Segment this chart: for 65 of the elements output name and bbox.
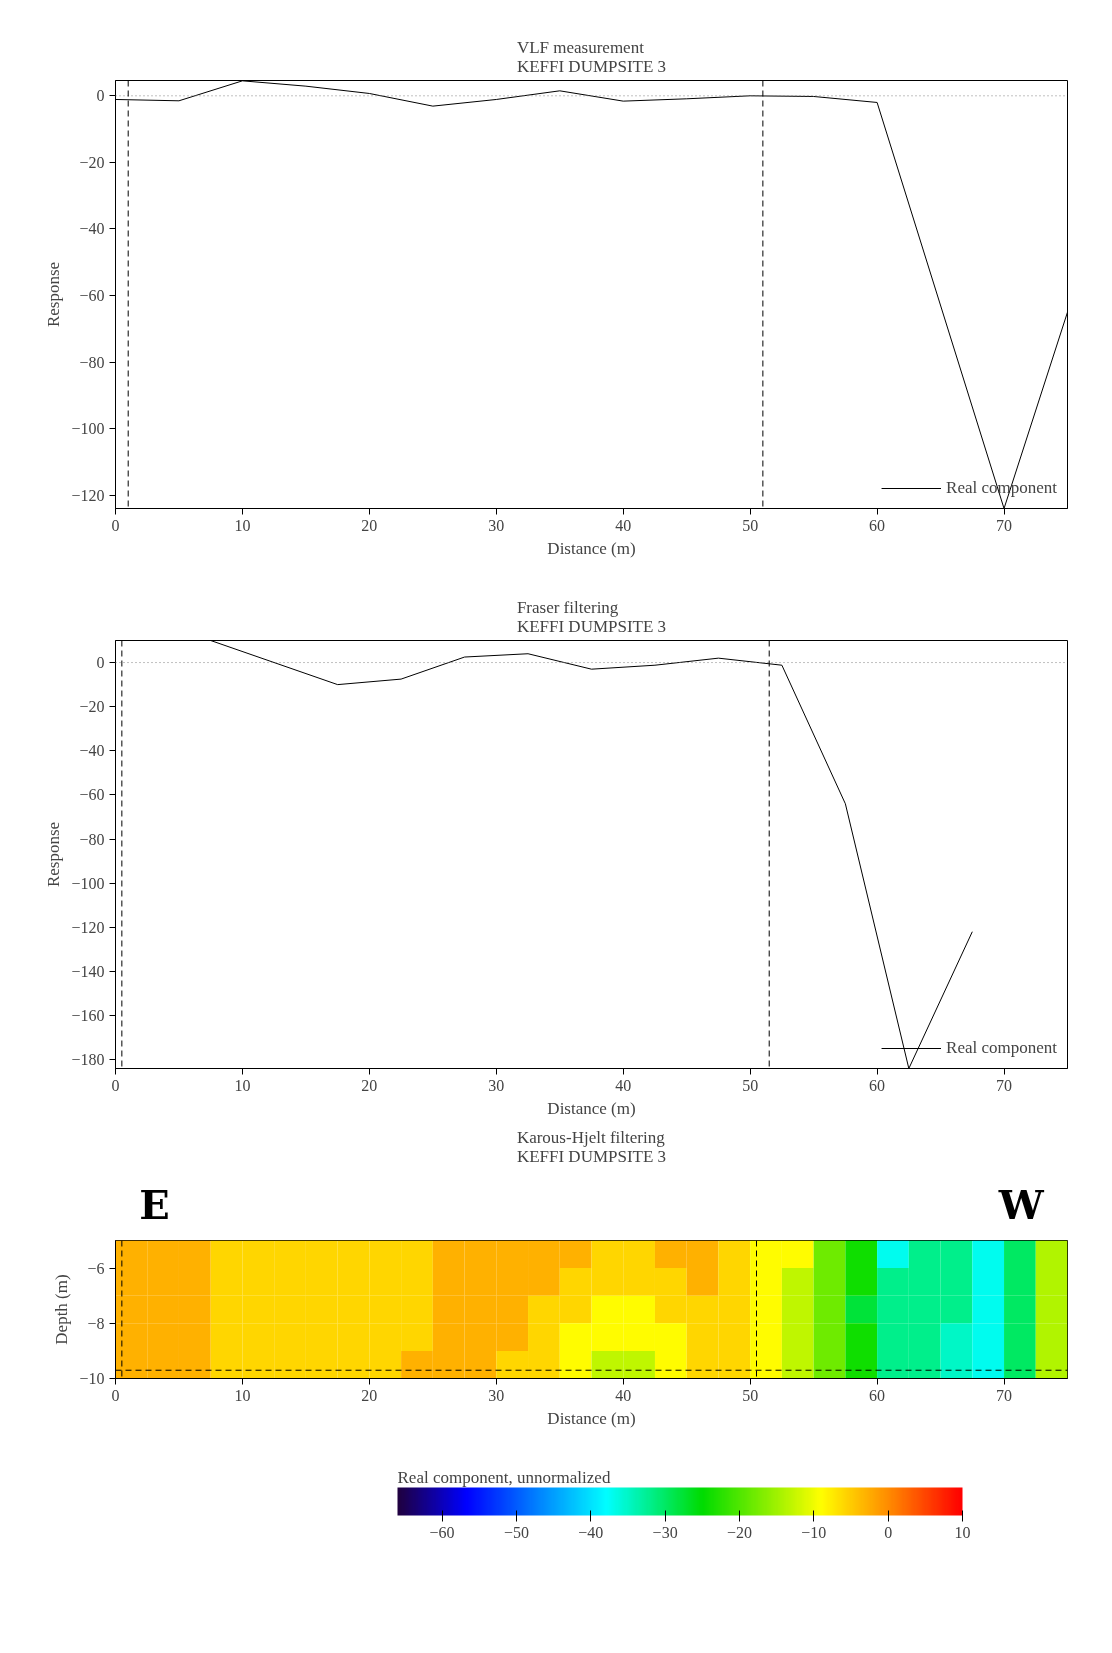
x-tick-label: 60 <box>869 1076 886 1094</box>
x-tick-label: 40 <box>615 1076 632 1094</box>
y-axis-title: Response <box>44 261 64 328</box>
y-tick-label: −40 <box>79 220 105 238</box>
x-tick-label: 20 <box>361 1386 378 1404</box>
color-bar-label: −10 <box>801 1523 827 1541</box>
y-tick-label: 0 <box>96 654 105 672</box>
x-axis-title: Distance (m) <box>547 1408 636 1428</box>
y-axis-title: Depth (m) <box>52 1274 72 1345</box>
y-tick-label: −20 <box>79 698 105 716</box>
x-tick-label: 0 <box>111 1076 120 1094</box>
y-tick-label: −20 <box>79 153 105 171</box>
x-tick-label: 60 <box>869 516 886 534</box>
y-tick-label: −60 <box>79 786 105 804</box>
x-tick-label: 50 <box>742 1076 759 1094</box>
color-bar-label: 10 <box>954 1523 971 1541</box>
x-tick-label: 0 <box>111 516 120 534</box>
color-bar-label: −50 <box>503 1523 529 1541</box>
y-tick-label: −180 <box>71 1051 105 1069</box>
x-tick-label: 30 <box>488 516 505 534</box>
x-tick-label: 20 <box>361 516 378 534</box>
color-bar-label: −20 <box>726 1523 752 1541</box>
x-tick-label: 50 <box>742 1386 759 1404</box>
color-bar-title: Real component, unnormalized <box>397 1467 611 1487</box>
x-tick-label: 20 <box>361 1076 378 1094</box>
text: E <box>139 1180 170 1228</box>
chart-title: Karous-Hjelt filtering KEFFI DUMPSITE 3 <box>516 1127 667 1166</box>
x-tick-label: 10 <box>234 516 251 534</box>
y-tick-label: −120 <box>71 486 105 504</box>
legend-label: Real component <box>946 1038 1057 1058</box>
y-tick-label: −100 <box>71 420 105 438</box>
y-tick-label: −120 <box>71 918 105 936</box>
y-tick-label: −6 <box>87 1259 105 1277</box>
y-tick-label: 0 <box>96 87 105 105</box>
color-bar-label: −60 <box>429 1523 455 1541</box>
y-tick-label: −160 <box>71 1007 105 1025</box>
x-tick-label: 70 <box>996 1386 1013 1404</box>
x-axis-title: Distance (m) <box>547 1098 636 1118</box>
x-axis-title: Distance (m) <box>547 538 636 558</box>
y-tick-label: −100 <box>71 874 105 892</box>
x-tick-label: 50 <box>742 516 759 534</box>
color-bar-label: −40 <box>578 1523 604 1541</box>
x-tick-label: 30 <box>488 1076 505 1094</box>
x-tick-label: 10 <box>234 1076 251 1094</box>
x-tick-label: 40 <box>615 516 632 534</box>
y-tick-label: −10 <box>79 1370 105 1387</box>
x-tick-label: 70 <box>996 1076 1013 1094</box>
y-tick-label: −140 <box>71 962 105 980</box>
color-bar-label: −30 <box>652 1523 678 1541</box>
x-tick-label: 30 <box>488 1386 505 1404</box>
color-bar-label: 0 <box>884 1523 893 1541</box>
chart-title: VLF measurement KEFFI DUMPSITE 3 <box>516 37 667 76</box>
text: W <box>997 1180 1045 1228</box>
y-tick-label: −8 <box>87 1314 105 1332</box>
y-tick-label: −80 <box>79 830 105 848</box>
chart-title: Fraser filtering KEFFI DUMPSITE 3 <box>516 597 667 636</box>
y-axis-title: Response <box>44 821 64 888</box>
y-tick-label: −80 <box>79 353 105 371</box>
y-tick-label: −40 <box>79 742 105 760</box>
x-tick-label: 10 <box>234 1386 251 1404</box>
x-tick-label: 60 <box>869 1386 886 1404</box>
y-tick-label: −60 <box>79 287 105 304</box>
x-tick-label: 70 <box>996 516 1013 534</box>
x-tick-label: 0 <box>111 1386 120 1404</box>
x-tick-label: 40 <box>615 1386 632 1404</box>
